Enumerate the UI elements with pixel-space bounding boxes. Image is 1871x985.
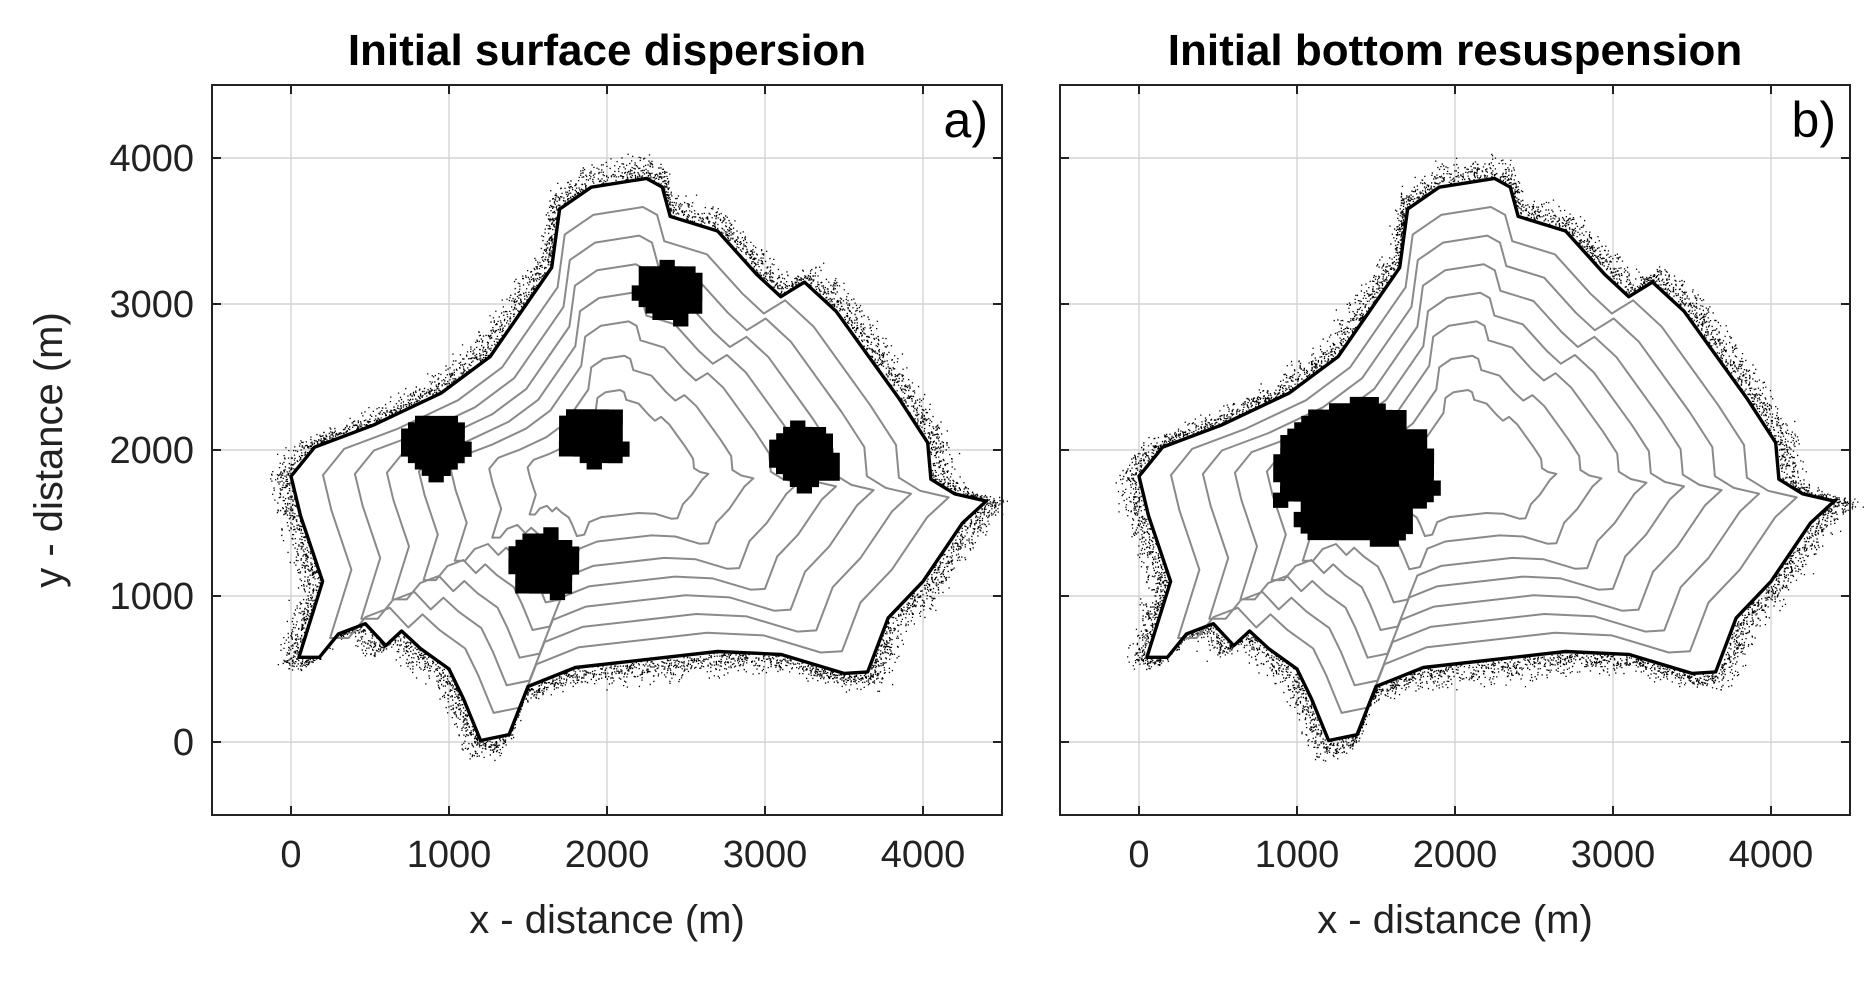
x-tick-label: 4000 bbox=[881, 834, 966, 876]
depth-contour bbox=[385, 263, 875, 659]
depth-contour bbox=[449, 320, 800, 604]
depth-contour bbox=[526, 389, 710, 538]
release-cluster bbox=[508, 527, 580, 601]
y-tick-label: 4000 bbox=[109, 138, 194, 180]
depth-contour bbox=[1233, 263, 1723, 659]
x-axis-label: x - distance (m) bbox=[1317, 898, 1593, 942]
y-tick-label: 0 bbox=[173, 722, 194, 764]
panel-label: b) bbox=[1792, 92, 1836, 148]
release-cluster bbox=[1273, 396, 1441, 547]
y-tick-label: 1000 bbox=[109, 576, 194, 618]
x-axis-label: x - distance (m) bbox=[469, 898, 745, 942]
y-tick-label: 3000 bbox=[109, 284, 194, 326]
panel-b: Initial bottom resuspension b) 0 1000 2000 30… bbox=[1059, 26, 1864, 942]
y-axis-label: y - distance (m) bbox=[27, 312, 71, 588]
depth-contour bbox=[417, 291, 837, 631]
panel-a: Initial surface dispersion a) 0 1000 2000 300… bbox=[27, 26, 1009, 942]
lake-surface bbox=[291, 178, 987, 741]
chart-title: Initial surface dispersion bbox=[348, 26, 866, 75]
lake-surface bbox=[1139, 178, 1835, 741]
x-tick-label: 1000 bbox=[1255, 834, 1340, 876]
lake-shoreline bbox=[289, 176, 988, 743]
release-cluster bbox=[769, 420, 840, 494]
release-cluster bbox=[631, 259, 703, 327]
release-cluster bbox=[558, 409, 630, 470]
depth-contour bbox=[1170, 206, 1798, 714]
panel-label: a) bbox=[944, 92, 988, 148]
y-tick-label: 2000 bbox=[109, 430, 194, 472]
x-tick-label: 4000 bbox=[1729, 834, 1814, 876]
depth-contour bbox=[353, 234, 913, 687]
depth-contour bbox=[1297, 320, 1648, 604]
x-tick-label: 1000 bbox=[407, 834, 492, 876]
chart-title: Initial bottom resuspension bbox=[1168, 26, 1743, 75]
x-tick-label: 0 bbox=[280, 834, 301, 876]
x-tick-label: 3000 bbox=[723, 834, 808, 876]
depth-contour bbox=[322, 206, 950, 714]
x-tick-label: 3000 bbox=[1571, 834, 1656, 876]
x-tick-label: 2000 bbox=[1413, 834, 1498, 876]
release-cluster bbox=[401, 415, 472, 483]
depth-contour bbox=[488, 354, 755, 571]
lake-shoreline bbox=[1137, 176, 1836, 743]
x-tick-label: 0 bbox=[1128, 834, 1149, 876]
depth-contour bbox=[1201, 234, 1761, 687]
depth-contour bbox=[1265, 291, 1685, 631]
x-tick-label: 2000 bbox=[565, 834, 650, 876]
